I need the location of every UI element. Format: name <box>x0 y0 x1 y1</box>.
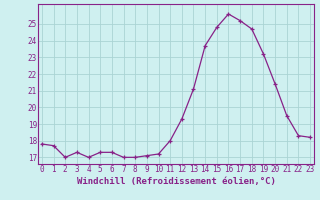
X-axis label: Windchill (Refroidissement éolien,°C): Windchill (Refroidissement éolien,°C) <box>76 177 276 186</box>
